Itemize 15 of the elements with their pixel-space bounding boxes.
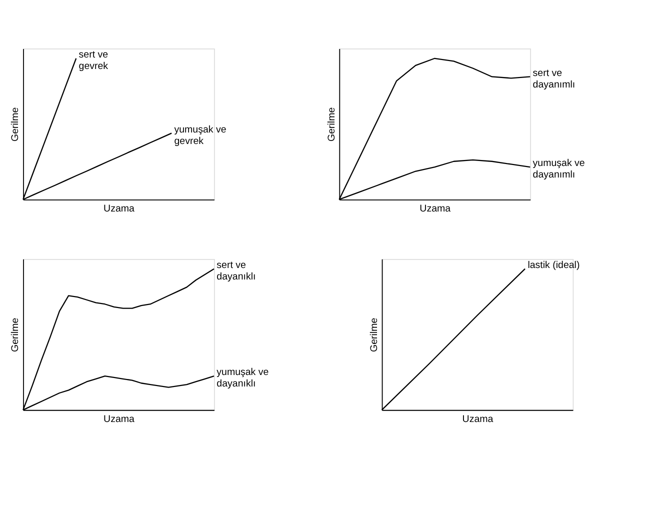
- series-label: sert ve gevrek: [78, 50, 108, 72]
- y-axis-title: Gerilme: [10, 107, 22, 142]
- x-axis-title: Uzama: [420, 203, 452, 214]
- series-label: sert ve dayanıklı: [216, 260, 256, 282]
- x-axis-title: Uzama: [462, 414, 494, 425]
- series-label: yumuşak ve dayanımlı: [532, 158, 585, 181]
- series-label: yumuşak ve gevrek: [174, 124, 226, 147]
- y-axis-title: Gerilme: [10, 318, 22, 352]
- series-label: sert ve dayanımlı: [532, 68, 576, 90]
- y-axis-title: Gerilme: [368, 318, 380, 352]
- x-axis-title: Uzama: [104, 203, 136, 214]
- series-label: yumuşak ve dayanıklı: [216, 367, 269, 390]
- y-axis-title: Gerilme: [326, 107, 338, 142]
- x-axis-title: Uzama: [104, 414, 136, 425]
- series-label: lastik (ideal): [528, 260, 580, 271]
